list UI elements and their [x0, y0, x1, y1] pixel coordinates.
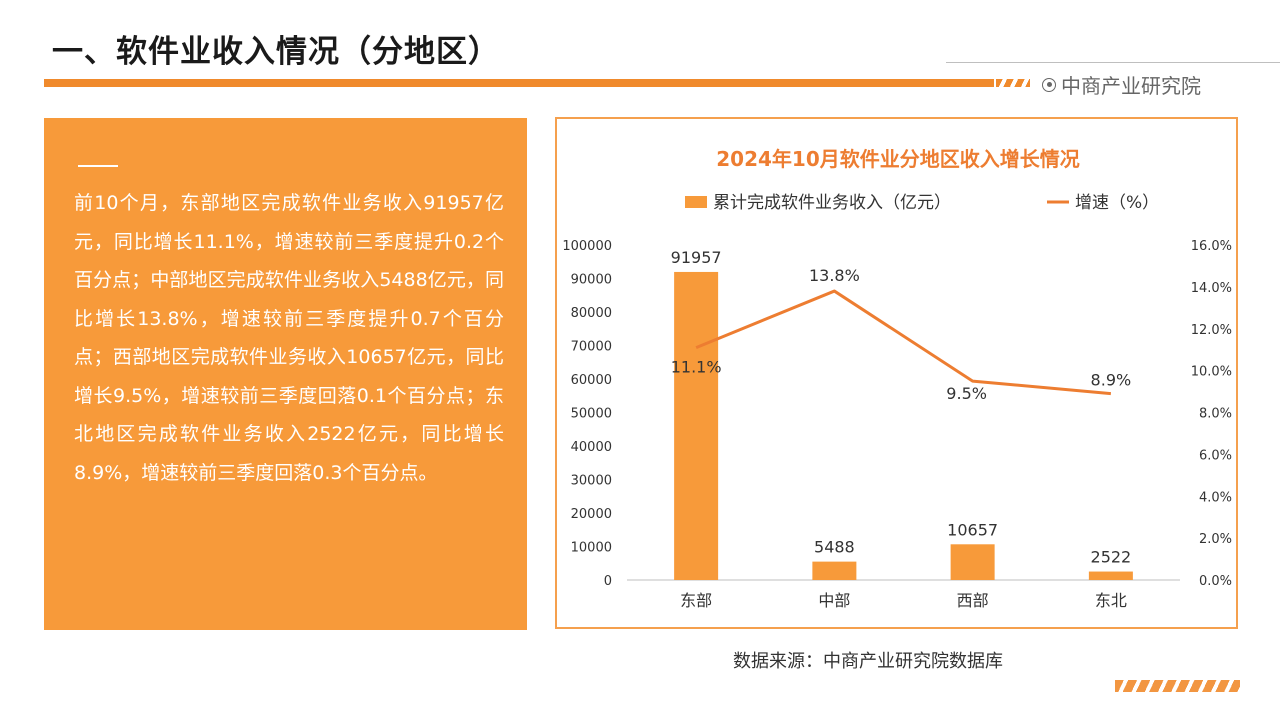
summary-text: 前10个月，东部地区完成软件业务收入91957亿元，同比增长11.1%，增速较前… [74, 192, 504, 484]
left-axis-tick-label: 60000 [571, 373, 612, 388]
right-axis-tick-label: 14.0% [1191, 281, 1232, 296]
left-axis-tick-label: 10000 [571, 541, 612, 556]
left-axis-tick-label: 90000 [571, 273, 612, 288]
target-icon [1042, 77, 1056, 92]
legend-bar-label: 累计完成软件业务收入（亿元） [713, 193, 951, 213]
title-underline [44, 79, 994, 87]
legend-line-label: 增速（%） [1075, 193, 1159, 213]
bar-data-label: 2522 [1091, 548, 1132, 567]
left-axis-tick-label: 30000 [571, 474, 612, 489]
footer-stripes [1115, 680, 1240, 692]
chart-title: 2024年10月软件业分地区收入增长情况 [716, 147, 1080, 171]
bar [674, 271, 719, 580]
right-axis-tick-label: 10.0% [1191, 365, 1232, 380]
chart-frame: 2024年10月软件业分地区收入增长情况累计完成软件业务收入（亿元） 增速（%） 0… [555, 117, 1238, 629]
right-axis-tick-label: 6.0% [1199, 448, 1232, 463]
brand-name: 中商产业研究院 [1061, 74, 1201, 98]
summary-panel: 前10个月，东部地区完成软件业务收入91957亿元，同比增长11.1%，增速较前… [44, 118, 527, 630]
legend-bar-swatch [685, 196, 707, 208]
left-axis-tick-label: 0 [604, 574, 612, 589]
growth-line [695, 289, 1112, 396]
header-divider [946, 62, 1280, 63]
left-axis-tick-label: 50000 [571, 407, 612, 422]
data-source: 数据来源：中商产业研究院数据库 [733, 651, 1003, 672]
panel-dash [78, 165, 118, 167]
right-axis-tick-label: 16.0% [1191, 239, 1232, 254]
right-axis-tick-label: 4.0% [1199, 490, 1232, 505]
bar [1088, 571, 1133, 580]
left-axis-tick-label: 20000 [571, 507, 612, 522]
category-label: 西部 [957, 591, 989, 610]
category-label: 东北 [1095, 591, 1127, 610]
category-label: 东部 [680, 591, 712, 610]
bar-data-label: 5488 [814, 538, 855, 557]
line-data-label: 13.8% [809, 266, 860, 285]
right-axis-tick-label: 8.0% [1199, 407, 1232, 422]
bar-data-label: 91957 [671, 248, 722, 267]
left-axis-tick-label: 40000 [571, 440, 612, 455]
title-stripes [996, 79, 1030, 87]
left-axis-tick-label: 80000 [571, 306, 612, 321]
line-data-label: 11.1% [671, 358, 722, 377]
bar [812, 561, 857, 580]
right-axis-tick-label: 2.0% [1199, 532, 1232, 547]
brand-logo: 中商产业研究院 [1042, 70, 1201, 99]
page-title: 一、软件业收入情况（分地区） [52, 34, 500, 70]
right-axis-tick-label: 0.0% [1199, 574, 1232, 589]
category-label: 中部 [818, 591, 850, 610]
left-axis-tick-label: 70000 [571, 340, 612, 355]
bar [950, 544, 995, 580]
right-axis-tick-label: 12.0% [1191, 323, 1232, 338]
left-axis-tick-label: 100000 [562, 239, 612, 254]
bar-data-label: 10657 [947, 520, 998, 539]
line-data-label: 8.9% [1091, 371, 1132, 390]
line-data-label: 9.5% [946, 384, 987, 403]
